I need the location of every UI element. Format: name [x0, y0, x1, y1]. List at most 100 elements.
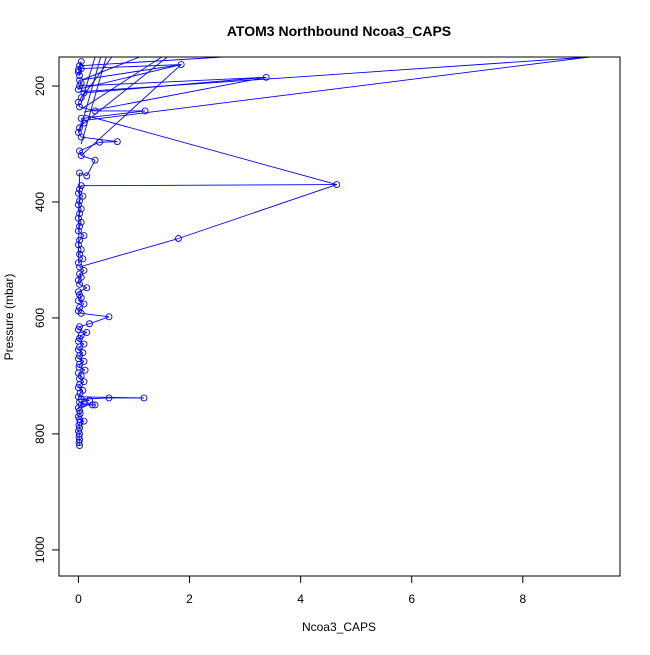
y-tick-label: 400: [33, 192, 47, 212]
plot-frame: [58, 56, 621, 577]
data-point: [91, 401, 99, 409]
data-point: [76, 124, 84, 132]
data-point: [81, 366, 89, 374]
data-point: [74, 355, 82, 362]
data-point: [77, 115, 85, 122]
data-point: [76, 280, 84, 288]
data-point: [74, 384, 82, 391]
series-line-segment: [78, 82, 82, 90]
data-point: [91, 107, 99, 115]
data-point: [174, 235, 182, 242]
series-line-segment: [81, 57, 140, 81]
data-point: [74, 337, 82, 345]
data-point: [74, 128, 82, 136]
chart-title: ATOM3 Northbound Ncoa3_CAPS: [227, 23, 451, 39]
data-point: [74, 227, 82, 235]
data-point: [77, 331, 85, 339]
series-line-segment: [79, 150, 82, 156]
data-point: [333, 181, 341, 189]
data-point: [83, 284, 91, 292]
data-point: [77, 246, 85, 253]
data-point: [76, 304, 84, 311]
data-point: [76, 76, 84, 84]
series-line-segment: [78, 102, 80, 107]
data-point: [74, 307, 82, 315]
series-line-segment: [78, 326, 80, 330]
series-line-segment: [79, 57, 168, 127]
y-tick-label: 800: [33, 424, 47, 444]
series-line-segment: [79, 172, 87, 177]
y-axis: 200 400 600 800 1000: [33, 76, 60, 563]
x-tick-label: 6: [408, 592, 415, 606]
series-line-segment: [79, 343, 85, 348]
series-line-segment: [78, 425, 80, 429]
x-axis: 0 2 4 6 8: [75, 575, 526, 606]
data-point: [141, 107, 149, 115]
data-point: [80, 89, 88, 97]
series-line-segment: [80, 64, 182, 156]
series-line-segment: [78, 291, 80, 295]
data-point: [80, 357, 88, 365]
series-line-segment: [83, 57, 113, 95]
data-point: [76, 323, 84, 331]
x-tick-label: 4: [297, 592, 304, 606]
series-line-segment: [79, 61, 82, 66]
data-point: [76, 270, 84, 278]
data-point: [83, 328, 91, 336]
data-point: [74, 68, 82, 76]
series-line-segment: [78, 230, 85, 236]
data-point: [76, 263, 84, 271]
series-line-segment: [78, 364, 80, 368]
x-tick-label: 0: [75, 592, 82, 606]
series-line-segment: [78, 280, 80, 285]
series-line-segment: [81, 57, 223, 67]
series-line-segment: [78, 287, 87, 293]
data-point: [177, 61, 185, 68]
data-point: [76, 222, 84, 230]
data-point: [76, 236, 84, 244]
series-line-segment: [78, 346, 80, 351]
data-point: [76, 185, 84, 193]
series-line-segment: [79, 249, 82, 255]
data-point: [77, 58, 85, 66]
data-point: [77, 182, 85, 190]
data-point: [77, 273, 85, 281]
data-point: [262, 73, 270, 81]
x-tick-label: 8: [519, 592, 526, 606]
series-line-segment: [78, 338, 80, 342]
data-point: [91, 156, 99, 164]
data-point: [105, 313, 113, 321]
data-point: [74, 288, 82, 296]
series-line-segment: [79, 410, 81, 414]
data-point: [74, 86, 82, 93]
data-point: [74, 393, 82, 401]
data-point: [77, 152, 85, 160]
series-line-segment: [81, 155, 96, 161]
y-tick-label: 600: [33, 308, 47, 328]
series-line-segment: [78, 407, 80, 411]
series-line-segment: [81, 397, 110, 400]
series-line-segment: [79, 222, 82, 227]
data-point: [80, 417, 88, 425]
data-point: [77, 218, 85, 226]
data-point: [74, 346, 82, 354]
data-point: [76, 250, 84, 258]
data-point: [76, 103, 84, 111]
x-axis-label: Ncoa3_CAPS: [302, 620, 376, 634]
series-line-segment: [79, 381, 85, 386]
data-point: [74, 326, 82, 333]
data-point: [76, 210, 84, 218]
series-line-segment: [83, 114, 337, 186]
data-point: [140, 394, 148, 402]
y-tick-label: 1000: [33, 536, 47, 563]
data-point: [105, 394, 113, 402]
data-point: [76, 291, 84, 299]
series-line-segment: [79, 238, 179, 268]
series-line-segment: [79, 141, 100, 152]
x-tick-label: 2: [186, 592, 193, 606]
series-line-segment: [79, 361, 85, 365]
series-line-segment: [79, 323, 90, 328]
series-line-segment: [178, 184, 337, 239]
